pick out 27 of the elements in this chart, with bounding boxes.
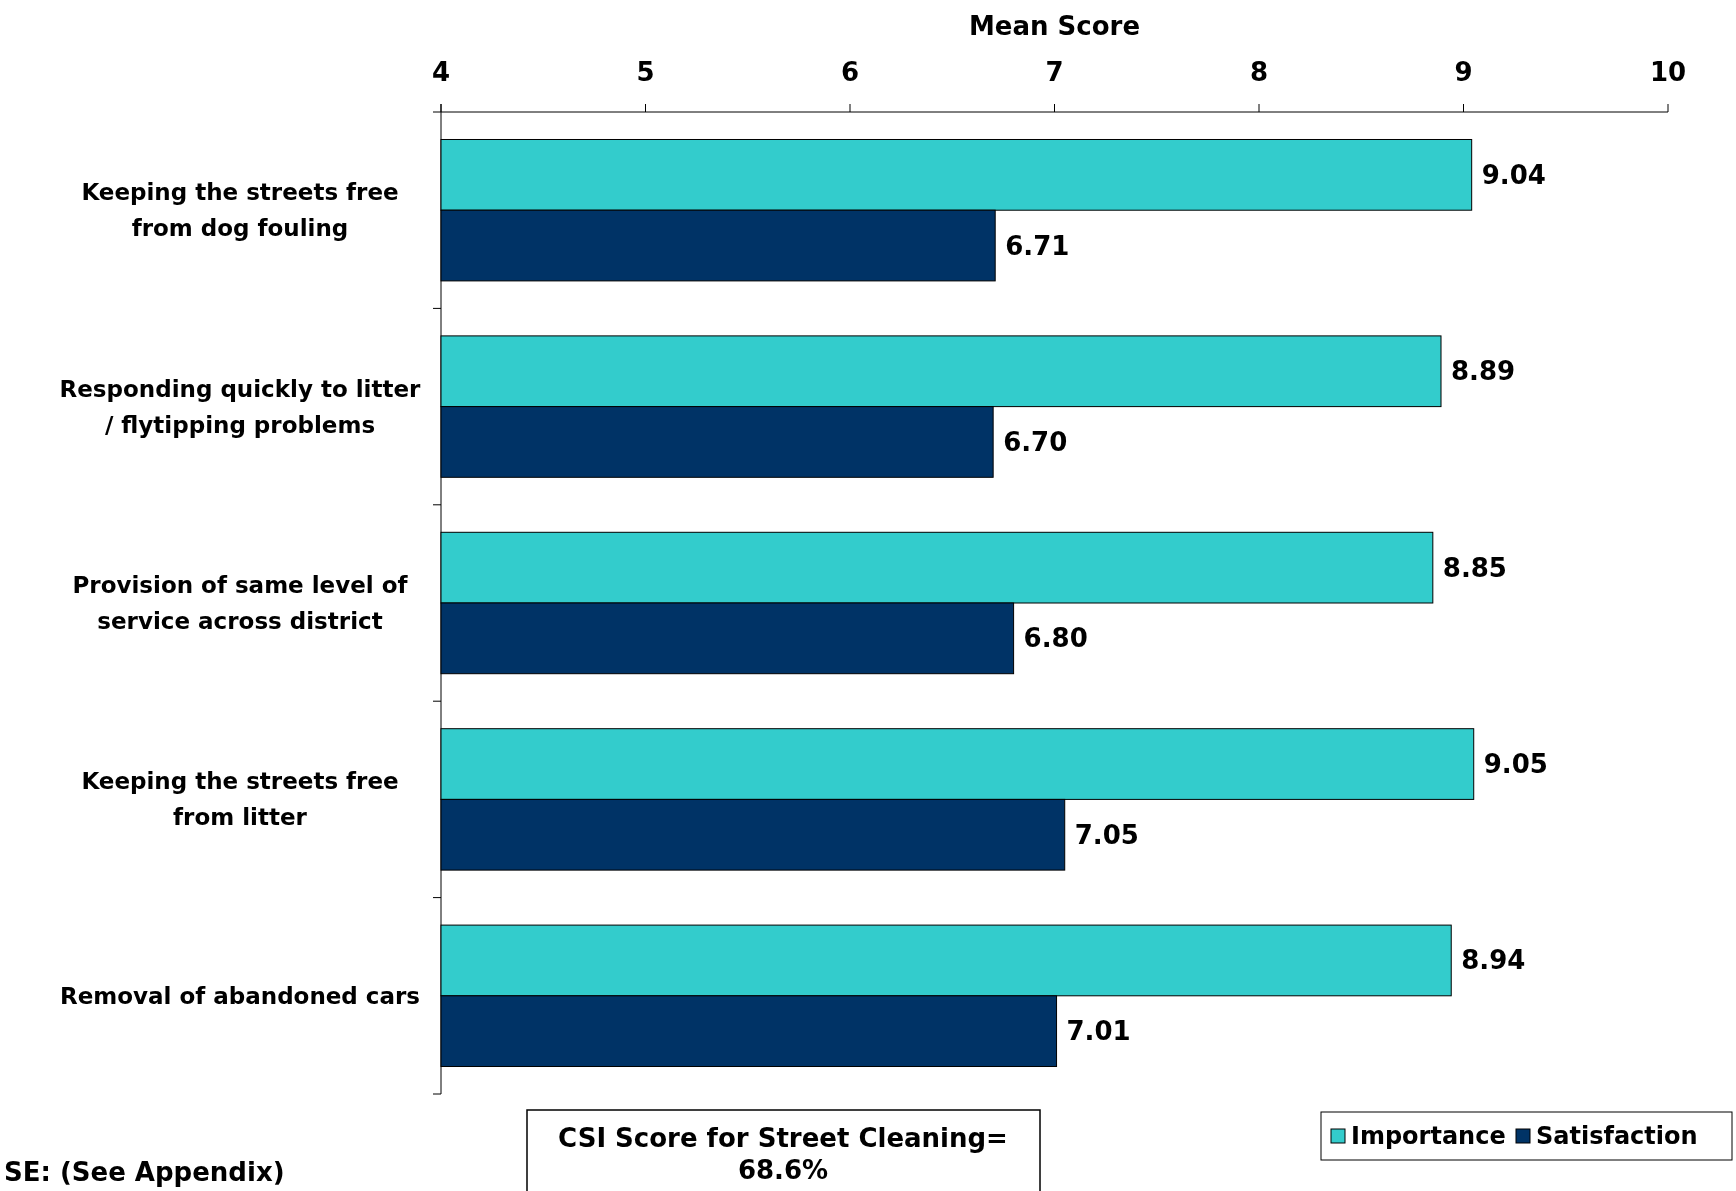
y-tick-label: Keeping the streets free from litter	[81, 768, 399, 831]
text: CSI Score for Street Cleaning= 68.6%	[558, 1123, 1008, 1185]
x-tick-label: 9	[1454, 57, 1473, 87]
data-label: 9.04	[1481, 159, 1546, 190]
y-tick-label: Provision of same level of service across district	[72, 572, 409, 634]
data-label: 9.05	[1483, 749, 1548, 780]
y-tick-label: Responding quickly to litter / flytipping problems	[59, 375, 422, 438]
legend-label: Importance	[1351, 1122, 1506, 1150]
data-label: 6.71	[1005, 230, 1070, 261]
x-tick-label: 4	[431, 57, 451, 87]
x-axis-title: Mean Score	[968, 11, 1141, 41]
y-tick-label: Removal of abandoned cars	[59, 982, 421, 1009]
y-tick-label: Keeping the streets free from dog fouling	[81, 179, 399, 242]
x-tick-label: 7	[1045, 57, 1064, 87]
x-tick-label: 5	[636, 57, 655, 87]
x-tick-label: 6	[840, 57, 860, 87]
data-label: 8.94	[1461, 945, 1526, 976]
data-label: 7.01	[1066, 1016, 1131, 1047]
data-label: 6.80	[1023, 623, 1088, 654]
data-label: 6.70	[1003, 426, 1068, 457]
text: SE: (See Appendix)	[4, 1157, 285, 1187]
legend-label: Satisfaction	[1536, 1122, 1698, 1150]
data-label: 8.89	[1451, 356, 1516, 387]
data-label: 7.05	[1074, 819, 1139, 850]
x-tick-label: 8	[1249, 57, 1269, 87]
data-label: 8.85	[1442, 552, 1507, 583]
x-tick-label: 10	[1649, 57, 1687, 87]
